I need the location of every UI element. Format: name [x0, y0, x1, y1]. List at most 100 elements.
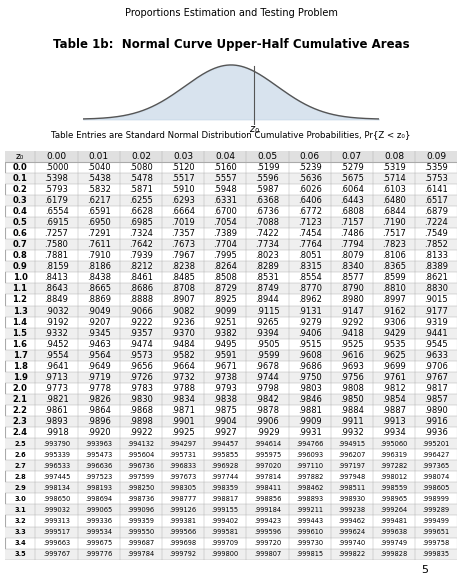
- Text: .999610: .999610: [296, 529, 323, 535]
- Text: .7357: .7357: [171, 229, 195, 238]
- Text: .9429: .9429: [382, 329, 406, 338]
- Text: 0.09: 0.09: [426, 152, 446, 161]
- Text: .8810: .8810: [382, 284, 406, 293]
- Text: .999313: .999313: [43, 518, 70, 524]
- Text: .995975: .995975: [254, 452, 281, 458]
- Bar: [5, 350, 457, 361]
- Text: .9726: .9726: [129, 373, 153, 382]
- Text: .9706: .9706: [424, 362, 448, 371]
- Text: .999550: .999550: [127, 529, 154, 535]
- Text: .5040: .5040: [87, 163, 110, 172]
- Text: .998694: .998694: [85, 496, 112, 502]
- Text: 2.8: 2.8: [14, 474, 26, 480]
- Text: .9750: .9750: [298, 373, 322, 382]
- Text: 2.5: 2.5: [14, 441, 26, 447]
- Text: .9838: .9838: [213, 395, 237, 404]
- Text: .9319: .9319: [425, 318, 448, 327]
- Text: .9826: .9826: [87, 395, 110, 404]
- Text: .996736: .996736: [127, 463, 154, 469]
- Bar: [5, 328, 457, 339]
- Text: .9783: .9783: [129, 384, 153, 393]
- Text: .9793: .9793: [213, 384, 237, 393]
- Text: .6480: .6480: [382, 196, 406, 205]
- Text: .6064: .6064: [340, 185, 364, 194]
- Text: .9767: .9767: [424, 373, 448, 382]
- Text: .997882: .997882: [296, 474, 323, 480]
- Text: .999730: .999730: [296, 540, 323, 546]
- Text: .9909: .9909: [298, 417, 322, 426]
- Text: .999822: .999822: [338, 551, 365, 557]
- Text: .7257: .7257: [44, 229, 68, 238]
- Bar: [5, 527, 457, 538]
- Text: .9582: .9582: [171, 351, 195, 360]
- Text: .9778: .9778: [87, 384, 111, 393]
- Text: 0.01: 0.01: [89, 152, 109, 161]
- Text: 3.1: 3.1: [14, 507, 26, 513]
- Text: .7549: .7549: [425, 229, 448, 238]
- Text: .998559: .998559: [381, 485, 407, 491]
- Text: .996533: .996533: [43, 463, 70, 469]
- Text: .996427: .996427: [423, 452, 450, 458]
- Text: .998359: .998359: [212, 485, 239, 491]
- Text: .7852: .7852: [424, 240, 448, 249]
- Text: .7517: .7517: [382, 229, 406, 238]
- Text: .7324: .7324: [129, 229, 153, 238]
- Text: .9115: .9115: [255, 307, 280, 316]
- Text: .999443: .999443: [296, 518, 323, 524]
- Text: .9608: .9608: [298, 351, 322, 360]
- Text: .9817: .9817: [424, 384, 448, 393]
- Text: .6026: .6026: [298, 185, 322, 194]
- Text: .993790: .993790: [43, 441, 70, 447]
- Text: .7054: .7054: [213, 218, 237, 227]
- Text: 2.2: 2.2: [12, 406, 28, 415]
- Text: .999336: .999336: [85, 518, 112, 524]
- Text: 1.4: 1.4: [12, 318, 28, 327]
- Text: .9292: .9292: [340, 318, 364, 327]
- Text: 0.05: 0.05: [257, 152, 278, 161]
- Text: .9798: .9798: [255, 384, 280, 393]
- Text: .999687: .999687: [127, 540, 154, 546]
- Text: .995201: .995201: [423, 441, 450, 447]
- Text: .5596: .5596: [255, 174, 280, 183]
- Text: 1.7: 1.7: [12, 351, 27, 360]
- Text: .5948: .5948: [213, 185, 237, 194]
- Text: .9918: .9918: [45, 428, 68, 437]
- Text: .5675: .5675: [340, 174, 364, 183]
- Text: .9931: .9931: [298, 428, 322, 437]
- Text: .7422: .7422: [255, 229, 280, 238]
- Text: .9177: .9177: [424, 307, 448, 316]
- Text: .5910: .5910: [171, 185, 195, 194]
- Text: .6950: .6950: [87, 218, 110, 227]
- Text: .998736: .998736: [127, 496, 154, 502]
- Text: $z_0$: $z_0$: [249, 125, 260, 136]
- Bar: [5, 549, 457, 560]
- Text: .9821: .9821: [45, 395, 68, 404]
- Text: .6554: .6554: [45, 207, 68, 216]
- Text: .9332: .9332: [44, 329, 68, 338]
- Text: .9633: .9633: [424, 351, 448, 360]
- Text: .9394: .9394: [255, 329, 280, 338]
- Text: .9761: .9761: [382, 373, 406, 382]
- Bar: [5, 284, 457, 295]
- Text: .998856: .998856: [254, 496, 281, 502]
- Text: 1.9: 1.9: [12, 373, 27, 382]
- Text: .6331: .6331: [213, 196, 237, 205]
- Bar: [5, 461, 457, 472]
- Text: .999534: .999534: [85, 529, 112, 535]
- Text: .8599: .8599: [382, 273, 406, 282]
- Text: .995060: .995060: [380, 441, 408, 447]
- Text: .5714: .5714: [382, 174, 406, 183]
- Text: .8577: .8577: [340, 273, 364, 282]
- Text: .8264: .8264: [213, 262, 237, 271]
- Text: 0.08: 0.08: [384, 152, 404, 161]
- Text: .7454: .7454: [298, 229, 322, 238]
- Text: .999423: .999423: [254, 518, 281, 524]
- Text: .7910: .7910: [87, 251, 110, 260]
- Text: .9861: .9861: [44, 406, 68, 415]
- Text: z₀: z₀: [16, 152, 24, 161]
- Text: .8365: .8365: [382, 262, 406, 271]
- Text: .8531: .8531: [255, 273, 280, 282]
- Text: .8643: .8643: [44, 284, 68, 293]
- Text: .995473: .995473: [85, 452, 112, 458]
- Text: 2.6: 2.6: [14, 452, 26, 458]
